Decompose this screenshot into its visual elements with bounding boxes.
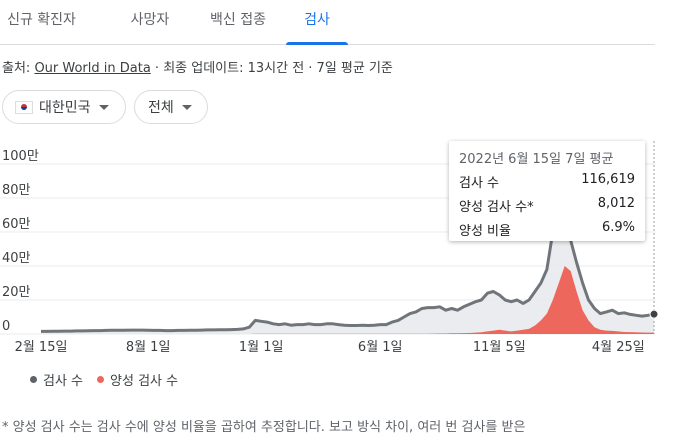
country-label: 대한민국	[39, 100, 91, 116]
tooltip-label: 검사 수	[459, 176, 500, 191]
tooltip-row-positive: 양성 검사 수* 8,012	[459, 196, 635, 215]
legend-dot-tests	[30, 376, 37, 383]
tooltip-value: 6.9%	[601, 220, 635, 235]
tooltip-label: 양성 비율	[459, 224, 511, 239]
x-tick-label: 11월 5일	[473, 340, 526, 355]
chart-legend: 검사 수 양성 검사 수	[30, 370, 178, 389]
tab-bar: 신규 확진자 사망자 백신 접종 검사	[0, 0, 655, 45]
source-prefix: 출처:	[2, 61, 35, 76]
scope-label: 전체	[148, 100, 174, 116]
footnote: * 양성 검사 수는 검사 수에 양성 비율을 곱하여 추정합니다. 보고 방식…	[2, 420, 526, 435]
y-tick-label: 0	[2, 319, 10, 334]
chevron-down-icon	[181, 104, 192, 110]
tab-deaths[interactable]: 사망자	[130, 12, 170, 28]
chevron-down-icon	[98, 104, 109, 110]
tab-vaccinations[interactable]: 백신 접종	[210, 12, 266, 28]
country-dropdown[interactable]: 대한민국	[2, 90, 126, 124]
hover-point	[649, 309, 659, 319]
scope-dropdown[interactable]: 전체	[134, 90, 208, 124]
tooltip-label: 양성 검사 수*	[459, 200, 534, 215]
y-tick-label: 100만	[2, 149, 39, 164]
y-tick-label: 40만	[2, 251, 31, 266]
legend-dot-positive	[97, 376, 105, 383]
tests-area	[41, 211, 654, 334]
tooltip-value: 116,619	[581, 172, 635, 187]
x-tick-label: 1월 1일	[239, 340, 284, 355]
tooltip-value: 8,012	[597, 196, 635, 211]
tab-new-cases[interactable]: 신규 확진자	[7, 12, 76, 28]
legend-label-positive: 양성 검사 수	[110, 374, 179, 389]
tooltip-row-rate: 양성 비율 6.9%	[459, 220, 635, 239]
y-tick-label: 20만	[2, 285, 31, 300]
tooltip-row-tests: 검사 수 116,619	[459, 172, 635, 191]
tab-tests[interactable]: 검사	[286, 0, 348, 45]
x-tick-label: 2월 15일	[15, 340, 68, 355]
source-link[interactable]: Our World in Data	[34, 61, 151, 76]
x-tick-label: 4월 25일	[592, 340, 645, 355]
source-line: 출처: Our World in Data · 최종 업데이트: 13시간 전 …	[2, 57, 393, 76]
positive-tests-area	[41, 266, 654, 334]
south-korea-flag-icon	[15, 100, 33, 114]
x-tick-label: 8월 1일	[126, 340, 171, 355]
tooltip-title: 2022년 6월 15일 7일 평균	[459, 152, 614, 167]
y-tick-label: 60만	[2, 217, 31, 232]
y-tick-label: 80만	[2, 183, 31, 198]
source-suffix: · 최종 업데이트: 13시간 전 · 7일 평균 기준	[150, 61, 393, 76]
legend-label-tests: 검사 수	[43, 374, 84, 389]
x-tick-label: 6월 1일	[358, 340, 403, 355]
chart-tooltip: 2022년 6월 15일 7일 평균 검사 수 116,619 양성 검사 수*…	[449, 141, 645, 241]
